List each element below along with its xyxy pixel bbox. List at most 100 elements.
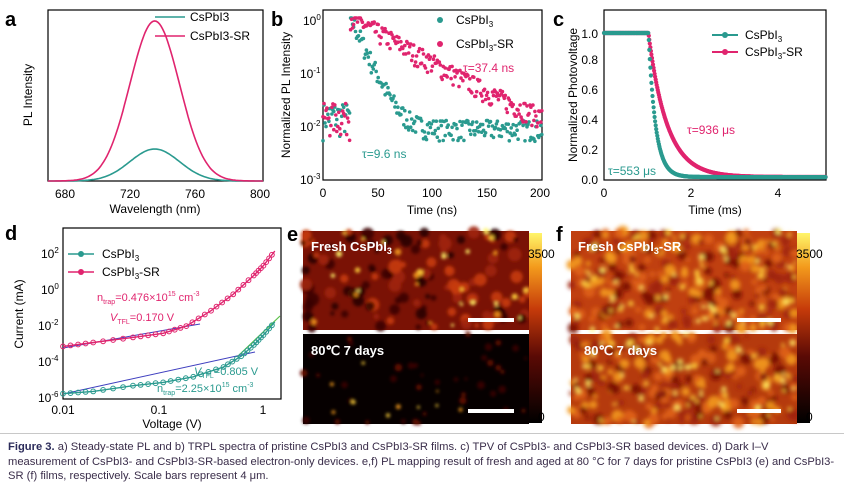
data-point <box>429 69 434 73</box>
data-point <box>177 325 184 331</box>
data-point <box>467 122 471 126</box>
data-point <box>503 126 508 131</box>
colorbar-max-f: 3500 <box>796 247 823 261</box>
map-label-e-aged: 80℃ 7 days <box>311 343 384 358</box>
pl-map-f-aged-spots <box>567 328 803 429</box>
legend-label-d-cspbi3-sr: CsPbI3-SR <box>102 265 160 281</box>
map-speckle <box>365 420 370 425</box>
data-point <box>650 62 656 67</box>
data-point <box>440 77 445 82</box>
map-speckle <box>697 279 702 284</box>
data-point <box>482 133 487 138</box>
map-speckle <box>750 419 757 425</box>
data-point <box>651 105 656 110</box>
map-speckle <box>786 372 791 377</box>
data-point <box>182 375 189 382</box>
map-speckle <box>361 237 365 241</box>
map-speckle <box>703 234 714 245</box>
map-speckle <box>482 310 492 321</box>
data-point <box>384 81 388 86</box>
map-speckle <box>648 236 655 243</box>
map-speckle <box>302 311 314 322</box>
map-speckle <box>683 242 692 251</box>
data-point <box>415 64 420 69</box>
map-speckle <box>730 312 736 318</box>
map-speckle <box>574 343 583 352</box>
map-speckle <box>619 346 627 354</box>
map-speckle <box>413 272 420 279</box>
data-point <box>235 286 242 293</box>
data-point <box>646 30 651 36</box>
map-speckle <box>763 382 770 389</box>
map-speckle <box>575 319 581 324</box>
map-speckle <box>681 266 688 274</box>
map-speckle <box>458 281 470 293</box>
map-speckle <box>573 256 583 266</box>
data-point <box>407 110 412 114</box>
data-point <box>205 369 212 375</box>
data-point <box>346 120 351 124</box>
map-speckle <box>649 271 656 277</box>
tau-label-c-sr: τ=936 μs <box>687 123 735 137</box>
data-point <box>511 122 515 127</box>
x-tick-d-1: 0.01 <box>51 403 75 417</box>
map-speckle <box>771 320 779 329</box>
map-speckle <box>714 295 723 304</box>
map-speckle <box>567 406 576 415</box>
data-point <box>390 33 394 37</box>
pl-map-e-aged-spots <box>299 331 528 426</box>
map-speckle <box>447 307 457 317</box>
map-speckle <box>339 274 349 283</box>
map-speckle <box>726 349 738 362</box>
map-speckle <box>500 243 508 251</box>
map-speckle <box>470 300 476 306</box>
data-point <box>82 389 89 395</box>
map-speckle <box>722 250 727 255</box>
map-speckle <box>351 399 356 405</box>
map-speckle <box>674 404 680 411</box>
map-speckle <box>518 295 526 303</box>
data-point <box>429 122 434 126</box>
legend-label-b-cspbi3-sr: CsPbI3-SR <box>456 37 514 53</box>
panel-b: b Normalized PL Intensity Time (ns) 0 50… <box>271 9 550 217</box>
data-point <box>67 390 74 397</box>
map-speckle <box>732 416 745 429</box>
data-point <box>241 350 248 357</box>
map-speckle <box>501 297 511 308</box>
map-speckle <box>746 390 753 397</box>
map-speckle <box>435 404 439 407</box>
data-point <box>333 103 337 107</box>
data-point <box>653 123 658 128</box>
map-speckle <box>723 256 728 262</box>
map-speckle <box>371 273 379 280</box>
map-speckle <box>601 305 613 317</box>
map-speckle <box>354 267 361 273</box>
map-speckle <box>399 261 407 268</box>
data-point <box>495 91 500 95</box>
map-speckle <box>713 321 717 325</box>
data-point <box>493 125 498 130</box>
map-speckle <box>374 248 380 254</box>
x-axis-label-d: Voltage (V) <box>142 417 201 431</box>
map-speckle <box>654 326 660 332</box>
map-speckle <box>398 292 409 303</box>
map-speckle <box>330 311 335 316</box>
map-speckle <box>613 270 619 275</box>
map-speckle <box>632 236 637 241</box>
map-speckle <box>410 244 421 254</box>
data-point <box>539 120 543 124</box>
data-point <box>166 328 172 335</box>
data-point <box>175 376 182 383</box>
data-point <box>152 331 159 338</box>
data-point <box>517 112 521 116</box>
data-point <box>527 120 531 124</box>
map-speckle <box>635 306 642 313</box>
map-speckle <box>634 272 639 277</box>
data-point <box>380 26 384 30</box>
map-speckle <box>661 309 669 317</box>
data-point <box>368 50 373 55</box>
map-speckle <box>494 311 501 318</box>
map-speckle <box>774 364 786 376</box>
map-speckle <box>500 369 505 374</box>
